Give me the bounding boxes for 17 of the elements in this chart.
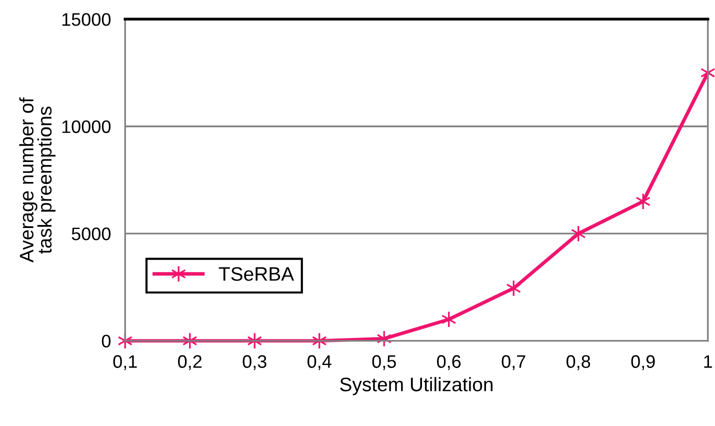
x-tick-label: 0,4: [308, 355, 332, 370]
legend-label: TSeRBA: [218, 267, 294, 281]
y-tick-label: 5000: [72, 228, 111, 240]
x-axis-title: System Utilization: [340, 377, 492, 396]
y-tick-label: 10000: [62, 120, 111, 134]
y-tick-label: 0: [102, 334, 111, 348]
x-tick-label: 0,7: [502, 355, 526, 370]
x-tick-label: 0,6: [437, 355, 461, 370]
x-tick-label: 0,3: [242, 355, 266, 370]
x-tick-label: 0,8: [566, 355, 590, 370]
x-tick-label: 0,2: [178, 355, 202, 370]
x-tick-label: 0,1: [113, 355, 137, 370]
y-tick-label: 15000: [62, 13, 111, 26]
x-tick-label: 0,9: [631, 355, 655, 370]
y-axis-title: Average number of task preemptions: [19, 97, 56, 262]
x-tick-label: 1: [704, 355, 712, 368]
x-tick-label: 0,5: [372, 355, 396, 370]
